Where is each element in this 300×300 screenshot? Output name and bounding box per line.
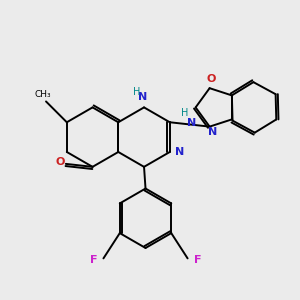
Text: O: O [55, 157, 64, 167]
Text: N: N [187, 118, 196, 128]
Text: H: H [181, 109, 188, 118]
Text: N: N [208, 127, 217, 136]
Text: CH₃: CH₃ [35, 91, 51, 100]
Text: N: N [138, 92, 148, 102]
Text: N: N [175, 147, 184, 157]
Text: H: H [134, 88, 141, 98]
Text: O: O [207, 74, 216, 84]
Text: F: F [90, 255, 98, 266]
Text: F: F [194, 255, 201, 266]
